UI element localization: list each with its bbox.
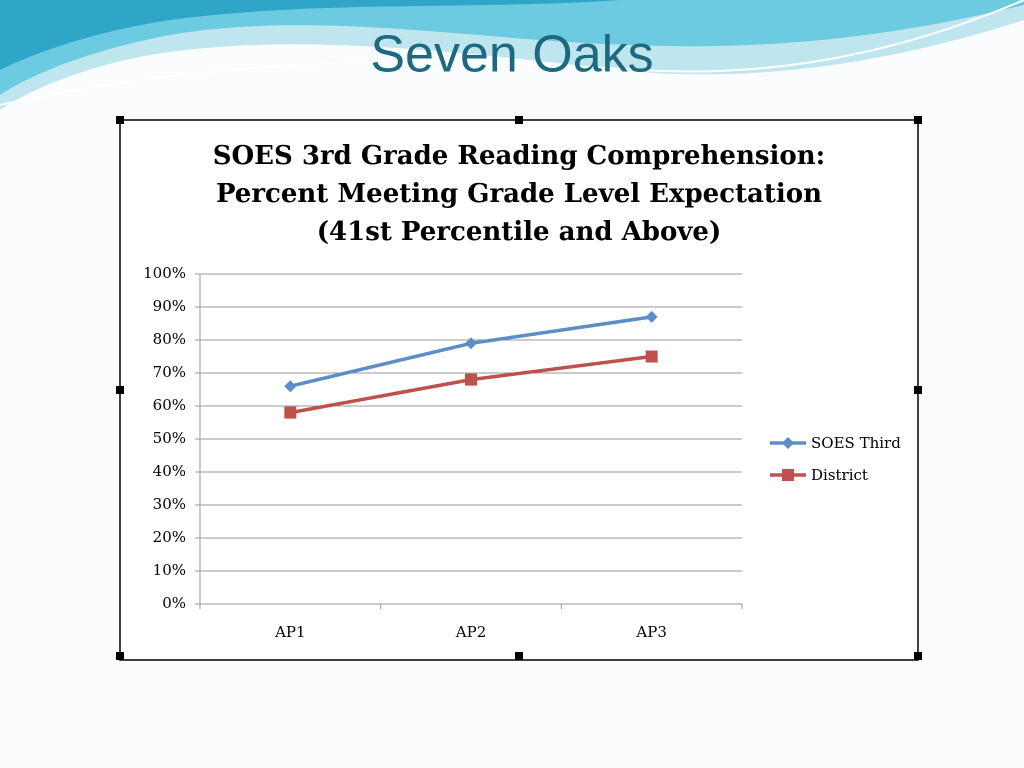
chart-frame [119,119,919,661]
slide-title: Seven Oaks [370,26,653,84]
data-point [465,337,477,350]
data-point [645,310,658,323]
header-wave [0,0,620,70]
chart-title: (41st Percentile and Above) [317,217,722,247]
legend-label: District [811,466,868,484]
x-tick-label: AP3 [635,623,666,641]
data-point [645,350,658,363]
y-tick-label: 80% [153,330,186,348]
legend-marker [782,469,794,481]
y-tick-label: 20% [153,528,186,546]
legend-label: SOES Third [811,434,901,452]
y-tick-label: 10% [153,561,186,579]
frame-handles [116,116,922,660]
chart-title: SOES 3rd Grade Reading Comprehension: [213,141,825,171]
y-tick-label: 0% [162,594,186,612]
x-tick-label: AP2 [455,623,486,641]
y-tick-label: 30% [153,495,186,513]
data-point [465,373,477,386]
legend-marker [782,437,794,449]
data-point [284,380,297,393]
chart-title: Percent Meeting Grade Level Expectation [216,179,822,209]
header-wave [0,0,1024,95]
y-tick-label: 90% [153,297,186,315]
x-tick-label: AP1 [274,623,305,641]
y-tick-label: 100% [143,264,186,282]
y-tick-label: 70% [153,363,186,381]
header-line [0,0,1024,106]
y-tick-label: 40% [153,462,186,480]
data-point [284,406,297,419]
y-tick-label: 50% [153,429,186,447]
y-tick-label: 60% [153,396,186,414]
